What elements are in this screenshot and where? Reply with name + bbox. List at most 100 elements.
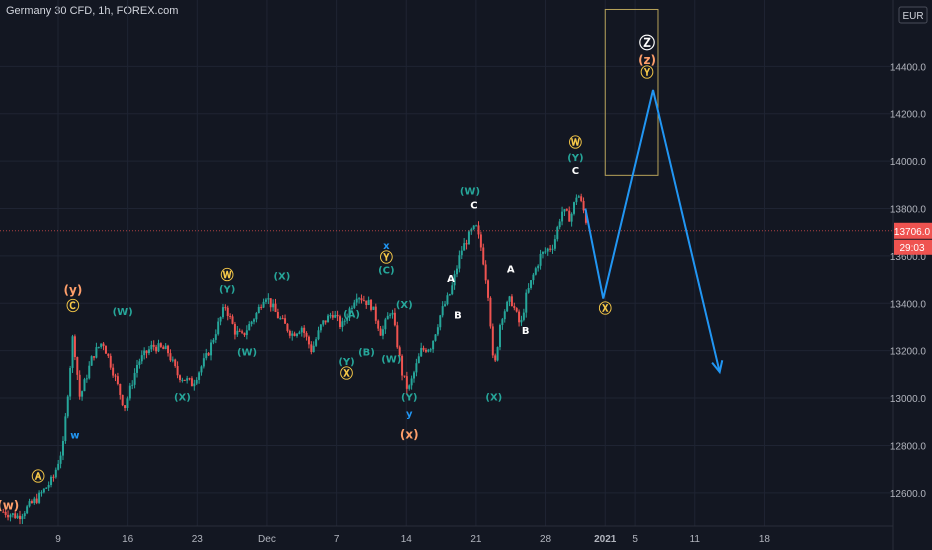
candle-body [491,326,494,356]
candle-body [233,323,236,335]
candle-body [188,378,191,380]
candle-body [88,365,91,379]
candle-body [147,349,150,354]
candle-body [97,346,100,348]
candle-body [534,268,537,275]
candle-body [565,209,568,211]
wave-label: Ⓨ [641,65,654,81]
candle-body [460,250,463,256]
candle-body [262,301,265,308]
candle-body [133,372,136,385]
x-tick-label: 23 [192,534,204,545]
candle-body [513,306,516,309]
wave-label: (W) [460,186,480,197]
y-tick-label: 12800.0 [890,441,927,452]
candle-body [183,379,186,381]
candle-body [503,311,506,320]
wave-label: (X) [396,300,413,311]
candle-body [458,255,461,269]
candle-body [515,308,518,312]
candle-body [580,196,583,201]
wave-label: C [470,201,477,212]
candle-body [527,287,530,293]
y-tick-label: 13800.0 [890,205,927,216]
candle-body [205,353,208,359]
candle-body [164,345,167,350]
candle-body [14,513,17,519]
currency-badge [898,6,928,24]
candle-body [42,488,45,493]
candle-body [195,379,198,384]
candle-body [248,323,251,331]
candle-body [193,383,196,387]
candle-body [143,350,146,356]
candle-body [257,306,260,314]
candle-body [424,349,427,352]
countdown-label: 29:03 [899,243,924,254]
candle-body [236,330,239,335]
candle-body [310,344,313,353]
candle-body [200,366,203,373]
candle-body [334,314,337,318]
candle-body [140,355,143,362]
candle-body [126,398,129,409]
candle-body [327,315,330,323]
candle-body [112,367,115,376]
candle-body [496,347,499,361]
x-tick-label: 21 [470,534,482,545]
wave-label: Ⓧ [340,366,353,382]
currency-label: EUR [902,11,923,22]
candle-body [33,498,36,503]
candle-body [307,336,310,345]
candle-body [346,317,349,321]
candle-body [510,296,513,307]
candle-body [379,328,382,336]
candle-body [582,200,585,211]
candle-body [274,303,277,312]
wave-label: (X) [273,272,290,283]
candle-body [157,343,160,352]
candle-body [66,396,69,417]
x-tick-label: 18 [759,534,771,545]
candle-body [4,511,7,515]
last-price-tag [894,222,932,239]
wave-label: (Y) [338,357,354,368]
candle-body [444,304,447,307]
x-tick-label: 28 [540,534,552,545]
projection-path [584,89,721,373]
candle-body [47,485,50,488]
candle-body [288,330,291,336]
candle-body [341,321,344,328]
candle-body [355,298,358,303]
y-tick-label: 13600.0 [890,252,927,263]
candle-body [448,294,451,296]
candle-body [152,344,155,347]
candle-body [169,353,172,361]
wave-label: (Y) [401,392,417,403]
wave-label: A [507,264,515,275]
candle-body [18,515,21,520]
candle-body [498,324,501,348]
candle-body [434,334,437,341]
candle-body [338,316,341,328]
candle-body [520,319,523,323]
x-tick-label: 7 [334,534,340,545]
y-tick-label: 13000.0 [890,394,927,405]
candle-body [422,347,425,350]
candle-body [57,463,60,470]
candle-body [410,378,413,386]
candle-body [171,359,174,361]
candle-body [479,234,482,248]
candle-body [109,355,112,368]
candle-body [413,372,416,379]
candle-body [210,342,213,356]
candle-body [532,274,535,281]
candle-body [315,339,318,346]
candle-body [386,315,389,320]
candle-body [90,356,93,366]
wave-label: (X) [485,392,502,403]
wave-label: (Y) [567,153,583,164]
x-tick-label: 16 [122,534,134,545]
